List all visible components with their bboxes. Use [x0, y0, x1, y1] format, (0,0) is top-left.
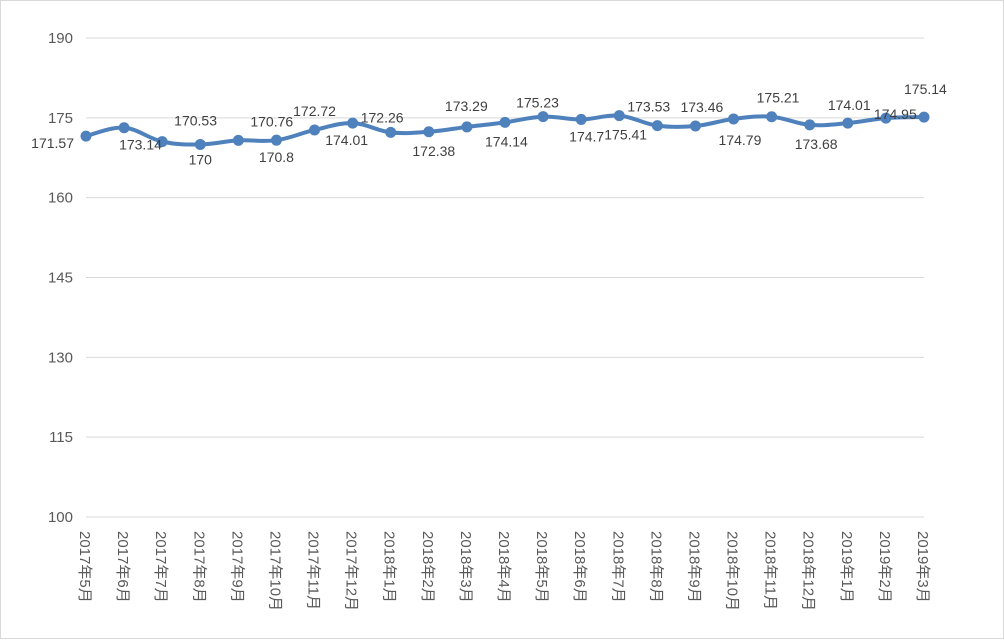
data-point	[689, 120, 701, 132]
x-tick-label: 2018年9月	[685, 531, 702, 603]
data-point	[766, 111, 778, 123]
data-label: 174.79	[719, 132, 762, 148]
y-tick-label: 175	[48, 110, 73, 127]
data-label: 170.8	[259, 149, 294, 165]
data-point	[461, 121, 473, 133]
data-point	[118, 122, 130, 134]
x-tick-label: 2018年7月	[609, 531, 626, 603]
data-point	[80, 130, 92, 142]
data-label: 175.21	[757, 90, 800, 106]
data-point	[385, 126, 397, 138]
data-point	[575, 113, 587, 125]
data-label: 174.01	[325, 132, 368, 148]
x-tick-label: 2018年4月	[495, 531, 512, 603]
x-tick-label: 2019年2月	[876, 531, 893, 603]
y-tick-label: 130	[48, 349, 73, 366]
data-label: 172.38	[412, 143, 455, 159]
data-point	[842, 117, 854, 129]
data-label: 170.76	[250, 113, 293, 129]
x-tick-label: 2017年9月	[228, 531, 245, 603]
x-tick-label: 2018年6月	[571, 531, 588, 603]
data-label: 172.26	[361, 109, 404, 125]
y-tick-label: 190	[48, 30, 73, 47]
x-tick-label: 2017年5月	[76, 531, 93, 603]
x-tick-label: 2018年12月	[800, 531, 817, 611]
x-tick-label: 2017年12月	[343, 531, 360, 611]
x-tick-label: 2018年10月	[724, 531, 741, 611]
y-tick-label: 115	[49, 429, 73, 446]
y-tick-label: 100	[48, 509, 73, 526]
data-label: 175.41	[604, 127, 647, 143]
data-point	[613, 110, 625, 122]
data-point	[232, 134, 244, 146]
data-point	[347, 117, 359, 129]
gridlines	[86, 37, 924, 518]
y-tick-label: 145	[48, 270, 73, 287]
data-label: 174.14	[485, 133, 528, 149]
x-tick-label: 2018年2月	[419, 531, 436, 603]
data-label: 173.53	[627, 99, 670, 115]
x-tick-label: 2019年1月	[838, 531, 855, 603]
data-point	[194, 138, 206, 150]
data-label: 173.14	[119, 137, 162, 153]
data-label: 171.57	[31, 135, 74, 151]
data-point	[728, 113, 740, 125]
x-tick-label: 2018年8月	[647, 531, 664, 603]
data-point	[270, 134, 282, 146]
data-point	[651, 120, 663, 132]
data-point	[499, 116, 511, 128]
data-label: 173.46	[680, 99, 723, 115]
data-label: 172.72	[293, 103, 336, 119]
x-tick-label: 2019年3月	[914, 531, 931, 603]
data-point	[880, 112, 892, 124]
data-point	[537, 111, 549, 123]
x-tick-label: 2017年10月	[266, 531, 283, 611]
data-label: 175.14	[904, 81, 947, 97]
data-label: 173.68	[795, 136, 838, 152]
x-axis-tick-labels: 2017年5月 2017年6月 2017年7月 2017年8月 2017年9月 2017年…	[76, 531, 931, 611]
x-tick-label: 2017年11月	[305, 531, 322, 610]
x-tick-label: 2018年1月	[381, 531, 398, 603]
data-point	[156, 136, 168, 148]
x-tick-label: 2018年3月	[457, 531, 474, 603]
data-label: 175.23	[516, 95, 559, 111]
data-point	[423, 126, 435, 138]
x-tick-label: 2017年7月	[152, 531, 169, 603]
data-label: 174.01	[828, 97, 871, 113]
data-label: 170.53	[174, 113, 217, 129]
data-label: 174.7	[569, 128, 604, 144]
data-points	[80, 110, 930, 150]
x-tick-label: 2018年5月	[533, 531, 550, 603]
y-tick-label: 160	[48, 190, 73, 207]
data-label: 174.95	[874, 106, 917, 122]
y-axis-tick-labels: 100 115 130 145 160 175 190	[48, 30, 73, 526]
data-label: 173.29	[445, 98, 488, 114]
x-tick-label: 2017年6月	[114, 531, 131, 603]
data-point	[918, 111, 930, 123]
x-tick-label: 2017年8月	[190, 531, 207, 603]
data-point	[309, 124, 321, 136]
x-tick-label: 2018年11月	[762, 531, 779, 610]
data-labels: 171.57 173.14 170.53 170 170.76 170.8 172.72 17…	[31, 81, 947, 167]
data-point	[804, 119, 816, 131]
data-label: 170	[189, 151, 213, 167]
